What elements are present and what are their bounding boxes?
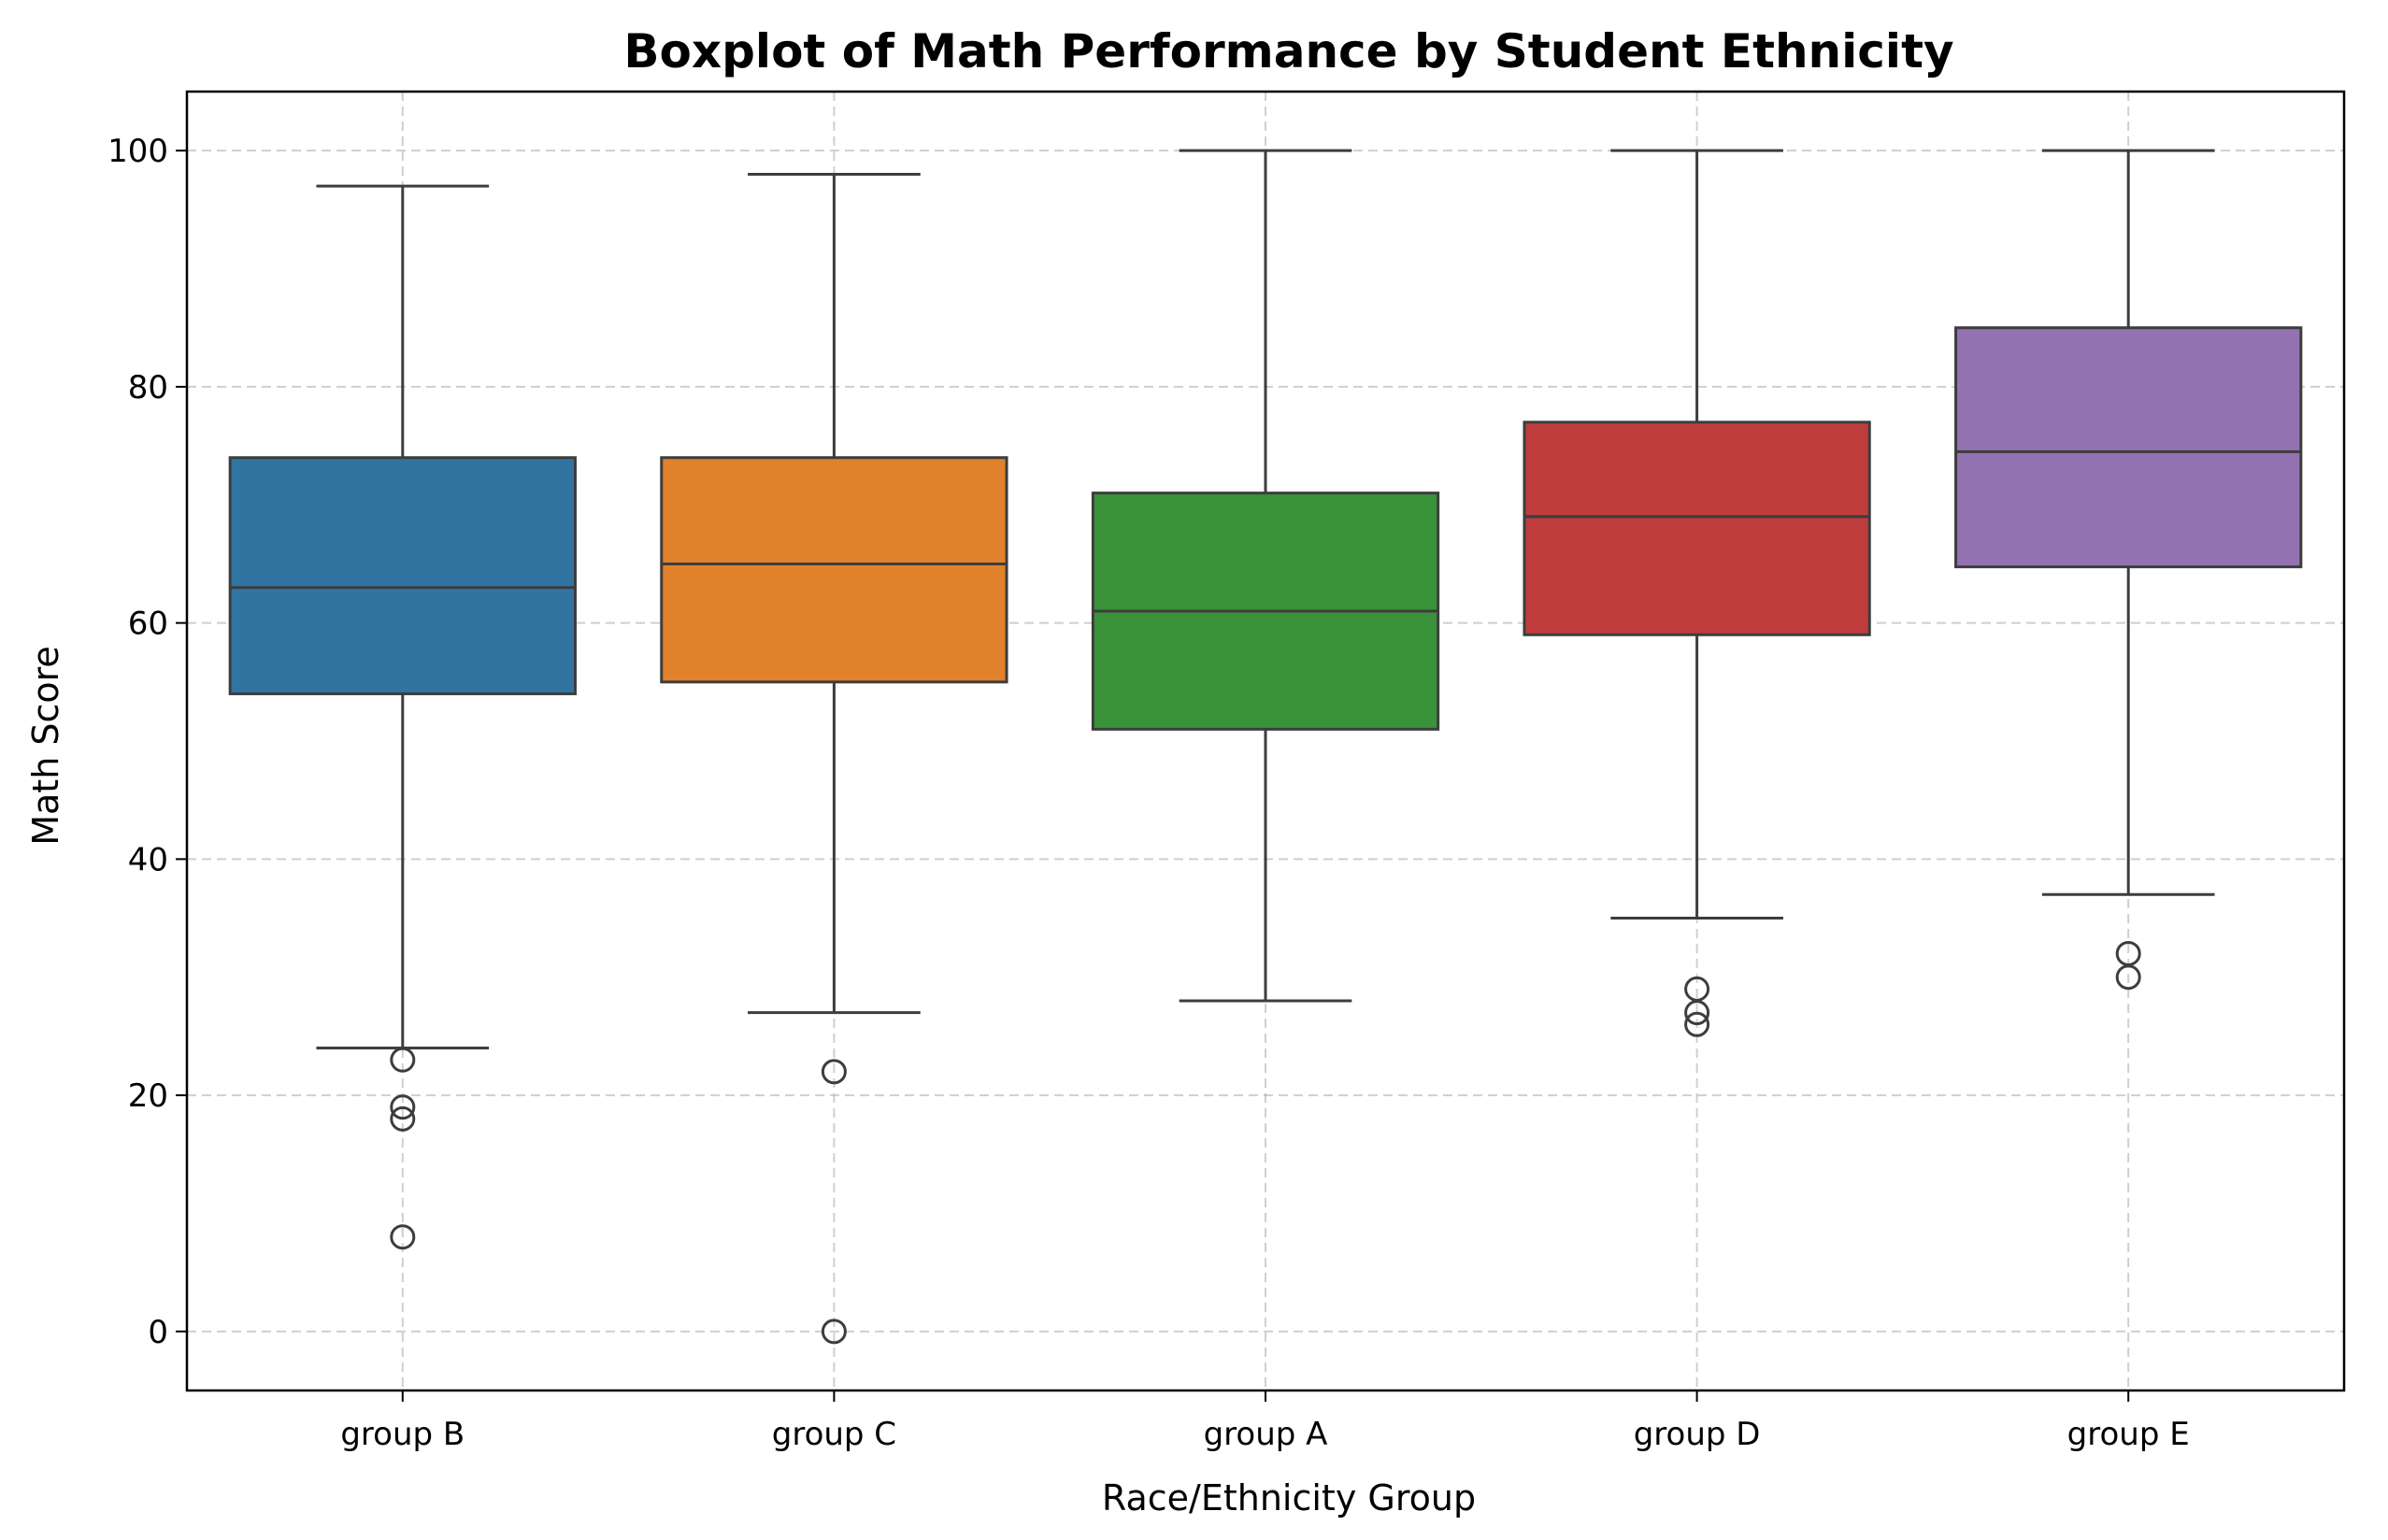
outlier-point	[1684, 1011, 1710, 1037]
box-group-D	[1523, 149, 1871, 1037]
outlier-point	[821, 1319, 847, 1345]
y-tick-label: 40	[128, 841, 168, 878]
x-tick-label: group C	[772, 1416, 896, 1453]
iqr-box	[1523, 421, 1871, 636]
y-tick-label: 0	[148, 1314, 168, 1351]
x-axis-label: Race/Ethnicity Group	[1102, 1477, 1476, 1519]
y-tick-label: 100	[107, 133, 168, 170]
outlier-point	[821, 1059, 847, 1085]
outlier-point	[2115, 964, 2141, 991]
axes: 0 20 40 60 80 100 group B group C group A group D…	[107, 90, 2346, 1453]
box-group-E	[1954, 149, 2303, 991]
chart-title: Boxplot of Math Performance by Student E…	[623, 24, 1953, 78]
iqr-box	[228, 456, 577, 695]
x-tick-label: group E	[2067, 1416, 2190, 1453]
outlier-point	[390, 1224, 416, 1250]
y-tick-label: 80	[128, 369, 168, 406]
outlier-point	[390, 1047, 416, 1073]
iqr-box	[660, 456, 1008, 684]
x-tick-label: group D	[1634, 1416, 1761, 1453]
iqr-box	[1954, 326, 2303, 569]
outlier-point	[390, 1105, 416, 1132]
box-group-C	[660, 172, 1008, 1345]
y-tick-label: 20	[128, 1077, 168, 1115]
x-tick-label: group A	[1204, 1416, 1328, 1453]
y-axis-label: Math Score	[25, 646, 66, 846]
outlier-point	[390, 1094, 416, 1120]
box-group-A	[1091, 149, 1440, 1003]
y-tick-label: 60	[128, 606, 168, 643]
plot-frame	[185, 90, 2346, 1392]
boxes	[228, 149, 2303, 1345]
x-tick-label: group B	[340, 1416, 465, 1453]
outlier-point	[1684, 1000, 1710, 1026]
box-group-B	[228, 184, 577, 1250]
